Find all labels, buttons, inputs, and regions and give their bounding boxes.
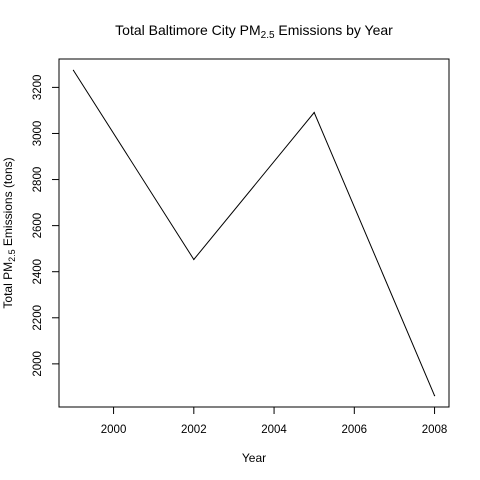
x-axis: 2000 2002 2004 2006 2008 <box>101 406 448 436</box>
chart-title: Total Baltimore City PM2.5 Emissions by … <box>115 22 393 41</box>
x-tick-label: 2006 <box>342 424 368 436</box>
x-tick-label: 2000 <box>101 424 127 436</box>
x-tick-label: 2002 <box>181 424 207 436</box>
y-tick-label: 3000 <box>32 121 44 147</box>
plot-box <box>58 58 450 408</box>
y-tick-label: 2400 <box>32 259 44 285</box>
y-tick-label: 2600 <box>32 213 44 239</box>
data-point <box>433 395 436 397</box>
data-point <box>313 111 315 114</box>
x-tick-label: 2004 <box>261 424 287 436</box>
data-point <box>72 69 75 71</box>
y-tick-label: 2200 <box>32 305 44 331</box>
y-axis-label: Total PM2.5 Emissions (tons) <box>1 157 17 308</box>
y-tick-label: 2000 <box>32 351 44 377</box>
x-axis-label: Year <box>242 451 266 465</box>
data-point <box>193 258 195 261</box>
y-axis: 2000 2200 2400 2600 2800 3000 3200 <box>32 75 60 377</box>
series-group <box>72 69 436 397</box>
x-tick-label: 2008 <box>422 424 448 436</box>
y-tick-label: 2800 <box>32 167 44 193</box>
y-tick-label: 3200 <box>32 75 44 101</box>
series-line <box>73 70 436 396</box>
